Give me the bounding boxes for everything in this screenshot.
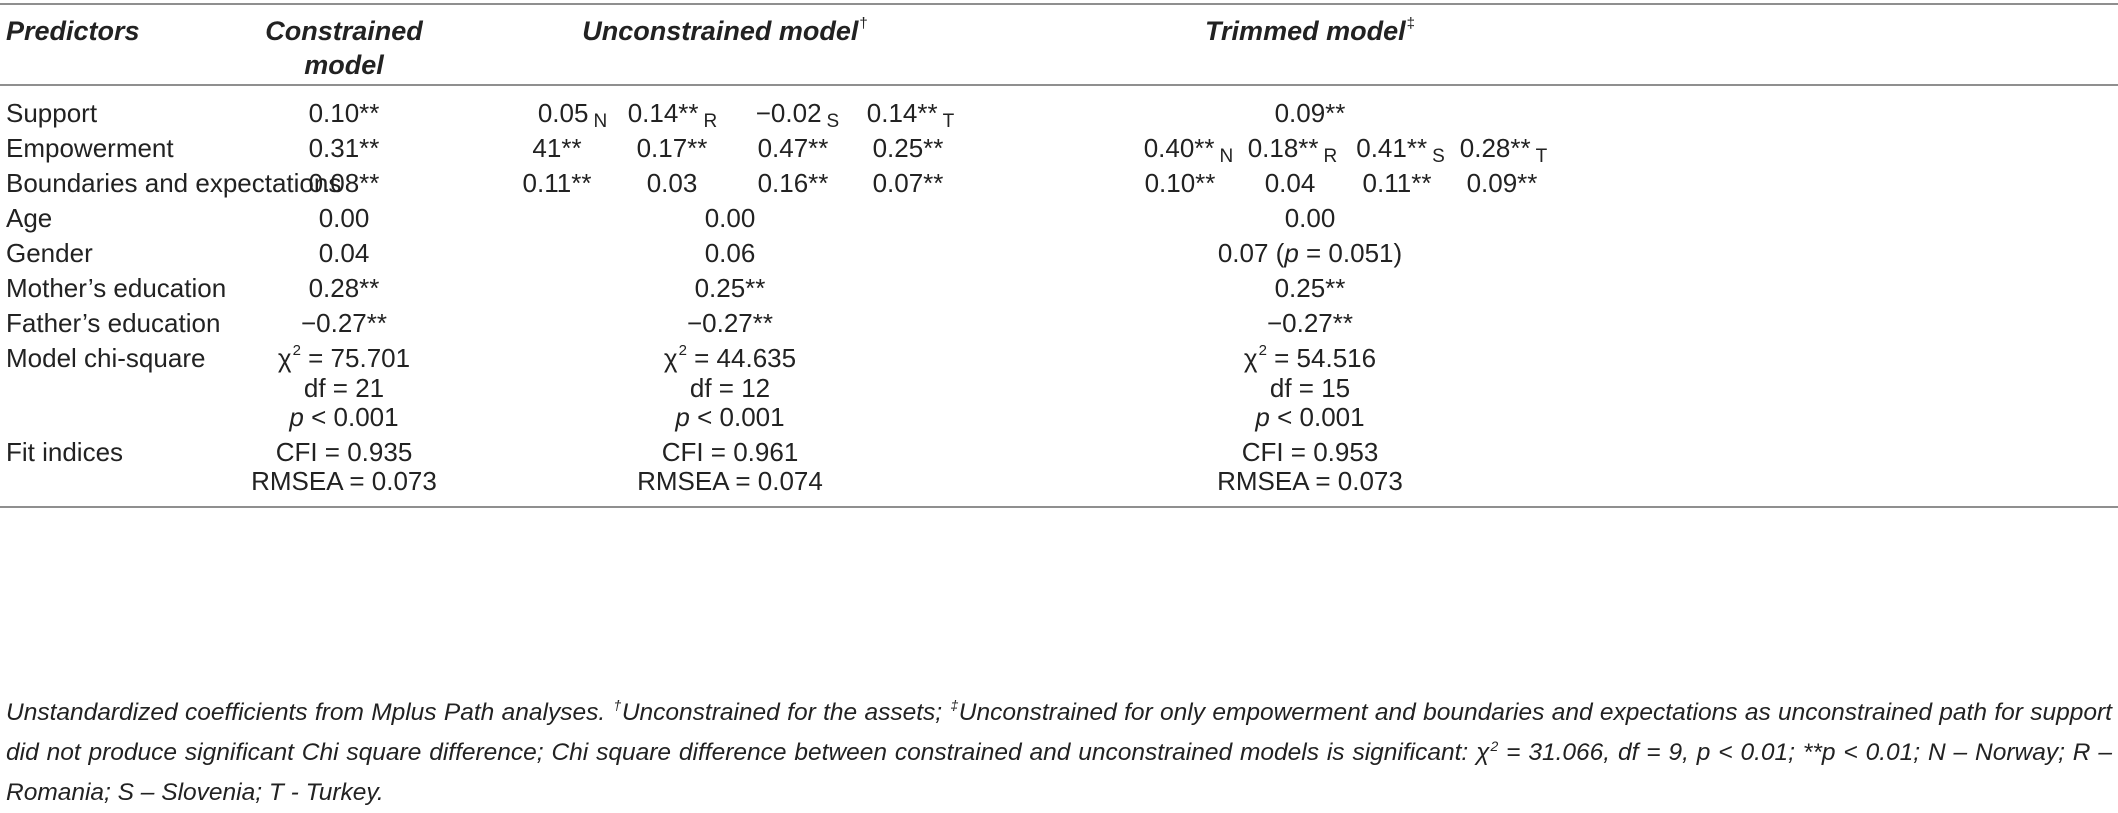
chi-unconstrained-df: df = 12 bbox=[689, 373, 771, 403]
empowerment-constrained: 0.31** bbox=[308, 133, 380, 163]
empowerment-trimmed-t: 0.28** T bbox=[1459, 133, 1548, 167]
chi-trimmed-p: p < 0.001 bbox=[1255, 402, 1365, 432]
chi-unconstrained-value: χ2 = 44.635 bbox=[663, 342, 797, 373]
mother-trimmed: 0.25** bbox=[1274, 273, 1346, 303]
bottom-rule bbox=[0, 506, 2118, 508]
row-label-boundaries: Boundaries and expectations bbox=[6, 168, 342, 198]
boundaries-trimmed-r: 0.04 bbox=[1264, 168, 1316, 198]
empowerment-unconstrained-t: 0.25** bbox=[872, 133, 944, 163]
support-constrained: 0.10** bbox=[308, 98, 380, 128]
gender-constrained: 0.04 bbox=[318, 238, 370, 268]
header-predictors: Predictors bbox=[6, 16, 140, 46]
support-unconstrained-s: −0.02 S bbox=[755, 98, 840, 132]
chi-constrained-value: χ2 = 75.701 bbox=[277, 342, 411, 373]
mother-constrained: 0.28** bbox=[308, 273, 380, 303]
row-label-model-chi-square: Model chi-square bbox=[6, 343, 206, 373]
age-trimmed: 0.00 bbox=[1284, 203, 1336, 233]
row-label-mother-education: Mother’s education bbox=[6, 273, 227, 303]
support-unconstrained-n: 0.05 N bbox=[537, 98, 608, 132]
gender-trimmed: 0.07 (p = 0.051) bbox=[1217, 238, 1403, 268]
boundaries-trimmed-s: 0.11** bbox=[1362, 168, 1432, 198]
empowerment-trimmed-r: 0.18** R bbox=[1247, 133, 1338, 167]
support-trimmed: 0.09** bbox=[1274, 98, 1346, 128]
header-rule bbox=[0, 84, 2118, 86]
empowerment-unconstrained-r: 0.17** bbox=[636, 133, 708, 163]
mother-unconstrained: 0.25** bbox=[694, 273, 766, 303]
row-label-fit-indices: Fit indices bbox=[6, 437, 124, 467]
chi-unconstrained-p: p < 0.001 bbox=[675, 402, 785, 432]
chi-constrained-p: p < 0.001 bbox=[289, 402, 399, 432]
row-label-gender: Gender bbox=[6, 238, 93, 268]
chi-trimmed-df: df = 15 bbox=[1269, 373, 1351, 403]
header-unconstrained: Unconstrained model† bbox=[582, 15, 868, 46]
table-footnote: Unstandardized coefficients from Mplus P… bbox=[6, 697, 2112, 806]
fit-trimmed-rmsea: RMSEA = 0.073 bbox=[1217, 466, 1403, 496]
father-constrained: −0.27** bbox=[300, 308, 388, 338]
fit-trimmed-cfi: CFI = 0.953 bbox=[1241, 437, 1379, 467]
father-trimmed: −0.27** bbox=[1266, 308, 1354, 338]
row-label-support: Support bbox=[6, 98, 98, 128]
fit-unconstrained-rmsea: RMSEA = 0.074 bbox=[637, 466, 823, 496]
boundaries-constrained: 0.08** bbox=[308, 168, 380, 198]
age-unconstrained: 0.00 bbox=[704, 203, 756, 233]
header-trimmed: Trimmed model‡ bbox=[1205, 15, 1415, 46]
boundaries-unconstrained-r: 0.03 bbox=[646, 168, 698, 198]
father-unconstrained: −0.27** bbox=[686, 308, 774, 338]
empowerment-trimmed-n: 0.40** N bbox=[1143, 133, 1234, 167]
header-constrained: Constrained model bbox=[265, 16, 423, 80]
fit-constrained-rmsea: RMSEA = 0.073 bbox=[251, 466, 437, 496]
row-label-age: Age bbox=[6, 203, 53, 233]
row-label-father-education: Father’s education bbox=[6, 308, 221, 338]
age-constrained: 0.00 bbox=[318, 203, 370, 233]
support-unconstrained-t: 0.14** T bbox=[866, 98, 955, 132]
gender-unconstrained: 0.06 bbox=[704, 238, 756, 268]
empowerment-unconstrained-n: 41** bbox=[532, 133, 582, 163]
boundaries-trimmed-n: 0.10** bbox=[1144, 168, 1216, 198]
empowerment-unconstrained-s: 0.47** bbox=[757, 133, 829, 163]
chi-trimmed-value: χ2 = 54.516 bbox=[1243, 342, 1377, 373]
fit-constrained-cfi: CFI = 0.935 bbox=[275, 437, 413, 467]
row-label-empowerment: Empowerment bbox=[6, 133, 174, 163]
top-rule bbox=[0, 3, 2118, 5]
empowerment-trimmed-s: 0.41** S bbox=[1356, 133, 1445, 167]
boundaries-unconstrained-n: 0.11** bbox=[522, 168, 592, 198]
boundaries-unconstrained-t: 0.07** bbox=[872, 168, 944, 198]
boundaries-trimmed-t: 0.09** bbox=[1466, 168, 1538, 198]
chi-constrained-df: df = 21 bbox=[303, 373, 385, 403]
fit-unconstrained-cfi: CFI = 0.961 bbox=[661, 437, 799, 467]
boundaries-unconstrained-s: 0.16** bbox=[757, 168, 829, 198]
support-unconstrained-r: 0.14** R bbox=[627, 98, 718, 132]
